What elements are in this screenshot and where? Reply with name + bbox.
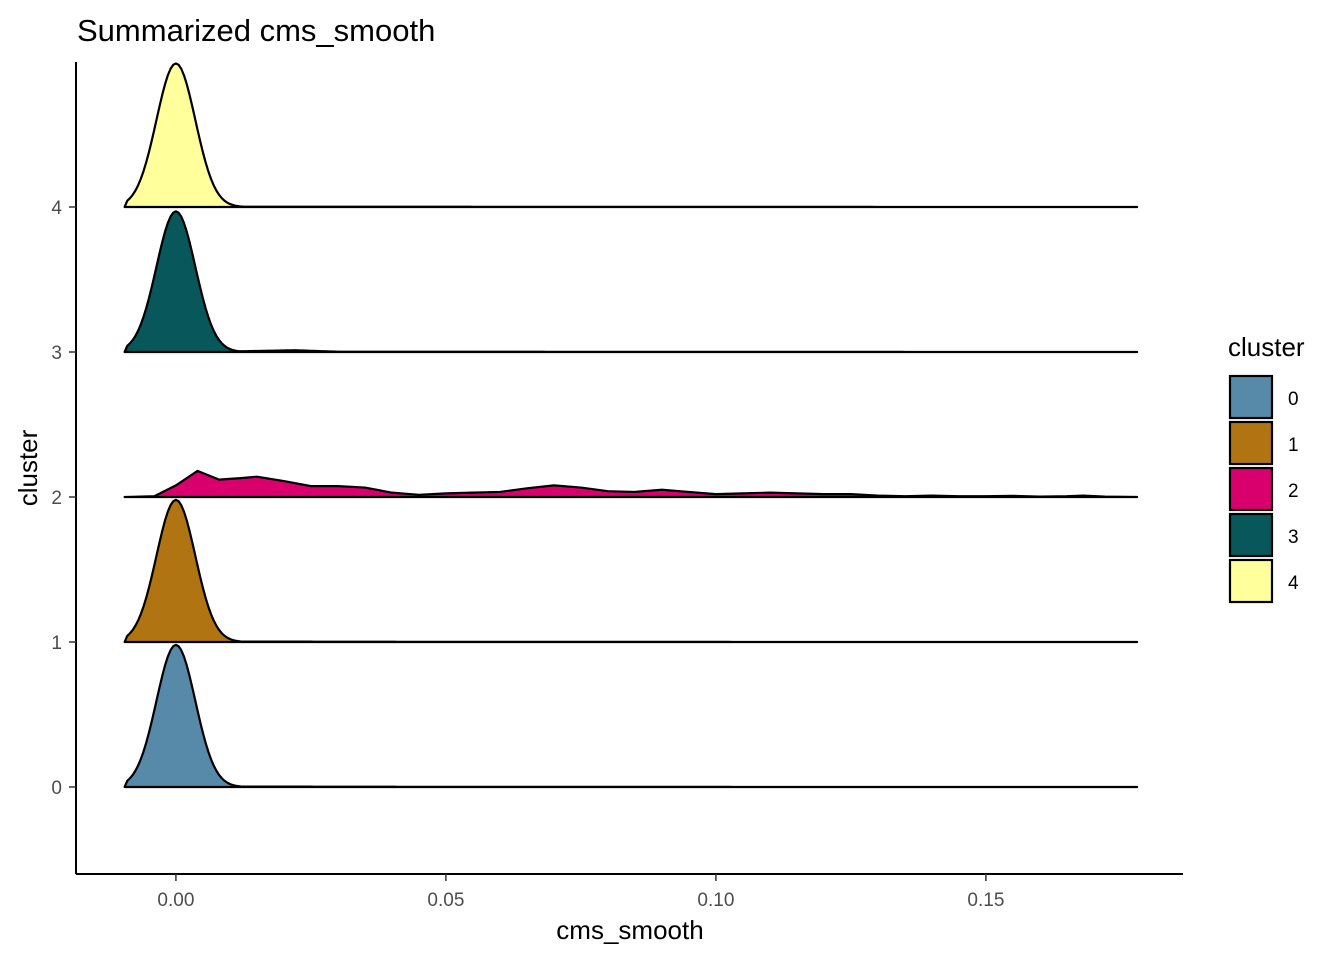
ridge-cluster-3 — [123, 210, 1139, 354]
legend-swatch — [1228, 374, 1274, 420]
x-tick-label: 0.10 — [697, 890, 734, 911]
y-axis-title: cluster — [13, 429, 43, 506]
y-tick-label: 4 — [51, 198, 62, 219]
legend-label: 0 — [1288, 389, 1299, 410]
x-tick-label: 0.00 — [157, 890, 194, 911]
x-axis-title: cms_smooth — [556, 915, 703, 945]
y-tick-label: 1 — [51, 633, 62, 654]
legend-swatch — [1228, 420, 1274, 466]
legend-title: cluster — [1228, 332, 1305, 362]
legend-swatch — [1228, 512, 1274, 558]
ridge-cluster-0 — [123, 643, 1139, 789]
legend-swatch — [1228, 558, 1274, 604]
legend: cluster 0 1 2 3 4 — [1228, 332, 1305, 604]
x-ticks: 0.00 0.05 0.10 0.15 — [157, 874, 1004, 911]
x-tick-label: 0.05 — [427, 890, 464, 911]
ridge-cluster-1 — [123, 498, 1139, 644]
legend-label: 2 — [1288, 481, 1299, 502]
ridge-cluster-4 — [123, 62, 1139, 209]
legend-label: 3 — [1288, 527, 1299, 548]
legend-swatch — [1228, 466, 1274, 512]
legend-label: 4 — [1288, 573, 1299, 594]
chart-title: Summarized cms_smooth — [77, 13, 435, 48]
y-tick-label: 3 — [51, 343, 62, 364]
legend-label: 1 — [1288, 435, 1299, 456]
y-ticks: 0 1 2 3 4 — [51, 198, 76, 799]
y-tick-label: 2 — [51, 488, 62, 509]
ridge-cluster-2 — [123, 469, 1139, 499]
x-tick-label: 0.15 — [967, 890, 1004, 911]
ridges-layer — [123, 62, 1139, 789]
y-tick-label: 0 — [51, 778, 62, 799]
